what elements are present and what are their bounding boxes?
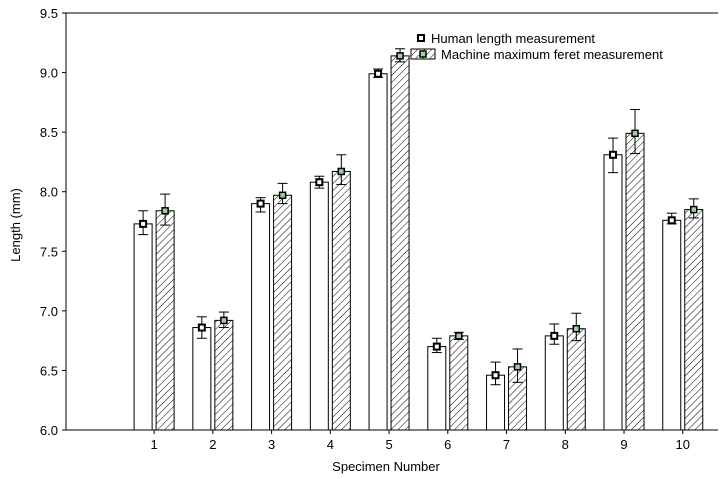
y-axis-label: Length (mm) bbox=[8, 188, 23, 262]
x-tick-label: 5 bbox=[385, 437, 392, 452]
legend-label-machine: Machine maximum feret measurement bbox=[441, 47, 663, 62]
y-tick-label: 7.5 bbox=[40, 244, 58, 259]
legend-swatch-human bbox=[417, 34, 425, 42]
legend: Human length measurement Machine maximum… bbox=[410, 31, 663, 62]
x-tick-label: 7 bbox=[503, 437, 510, 452]
x-tick-label: 10 bbox=[676, 437, 690, 452]
mean-marker-machine bbox=[690, 205, 698, 214]
x-tick-label: 8 bbox=[562, 437, 569, 452]
mean-marker-human bbox=[374, 69, 383, 78]
bar-machine bbox=[449, 335, 469, 431]
x-tick-label: 4 bbox=[327, 437, 334, 452]
bar-human bbox=[427, 346, 447, 431]
mean-marker-machine bbox=[396, 52, 404, 60]
bar-human bbox=[192, 327, 212, 431]
mean-marker-machine bbox=[278, 191, 287, 200]
mean-marker-human bbox=[256, 199, 265, 208]
mean-marker-machine bbox=[455, 332, 463, 340]
bar-human bbox=[368, 73, 388, 431]
y-tick-label: 7.0 bbox=[40, 304, 58, 319]
y-tick-label: 6.5 bbox=[40, 363, 58, 378]
mean-marker-human bbox=[667, 216, 676, 225]
bar-human bbox=[133, 223, 153, 431]
bar-human bbox=[251, 203, 271, 431]
mean-marker-machine bbox=[220, 316, 228, 325]
mean-marker-human bbox=[550, 331, 559, 340]
bar-machine bbox=[684, 209, 704, 431]
bar-machine bbox=[566, 328, 586, 431]
x-tick-label: 1 bbox=[150, 437, 157, 452]
bar-human bbox=[309, 181, 329, 431]
bar-machine bbox=[331, 170, 351, 431]
legend-label-human: Human length measurement bbox=[431, 31, 595, 46]
mean-marker-human bbox=[609, 150, 618, 159]
mean-marker-machine bbox=[631, 129, 639, 138]
legend-marker-machine bbox=[419, 50, 427, 58]
mean-marker-human bbox=[491, 371, 500, 380]
mean-marker-human bbox=[197, 323, 206, 332]
bar-machine bbox=[273, 194, 293, 431]
bar-human bbox=[544, 335, 564, 431]
x-tick-label: 6 bbox=[444, 437, 451, 452]
mean-marker-human bbox=[139, 219, 148, 228]
mean-marker-machine bbox=[513, 363, 522, 371]
bar-machine bbox=[625, 132, 645, 431]
x-tick-label: 9 bbox=[620, 437, 627, 452]
y-tick-label: 6.0 bbox=[40, 423, 58, 438]
mean-marker-human bbox=[432, 342, 441, 351]
bar-machine bbox=[390, 55, 410, 431]
y-tick-label: 9.5 bbox=[40, 6, 58, 21]
x-tick-label: 2 bbox=[209, 437, 216, 452]
mean-marker-machine bbox=[572, 324, 581, 333]
bar-human bbox=[662, 219, 682, 431]
plot-area: 6.0 6.5 7.0 7.5 8.0 8.5 9.0 9.5 1 2 3 4 5 6 7 8 9 10 bbox=[40, 6, 718, 452]
y-tick-label: 9.0 bbox=[40, 66, 58, 81]
bar-machine bbox=[214, 319, 234, 431]
bar-human bbox=[603, 154, 623, 431]
y-tick-label: 8.0 bbox=[40, 185, 58, 200]
mean-marker-human bbox=[315, 178, 324, 187]
bar-machine bbox=[155, 210, 175, 431]
mean-marker-machine bbox=[161, 207, 169, 215]
y-tick-label: 8.5 bbox=[40, 125, 58, 140]
mean-marker-machine bbox=[337, 167, 346, 176]
x-tick-label: 3 bbox=[268, 437, 275, 452]
x-axis-label: Specimen Number bbox=[332, 459, 440, 474]
